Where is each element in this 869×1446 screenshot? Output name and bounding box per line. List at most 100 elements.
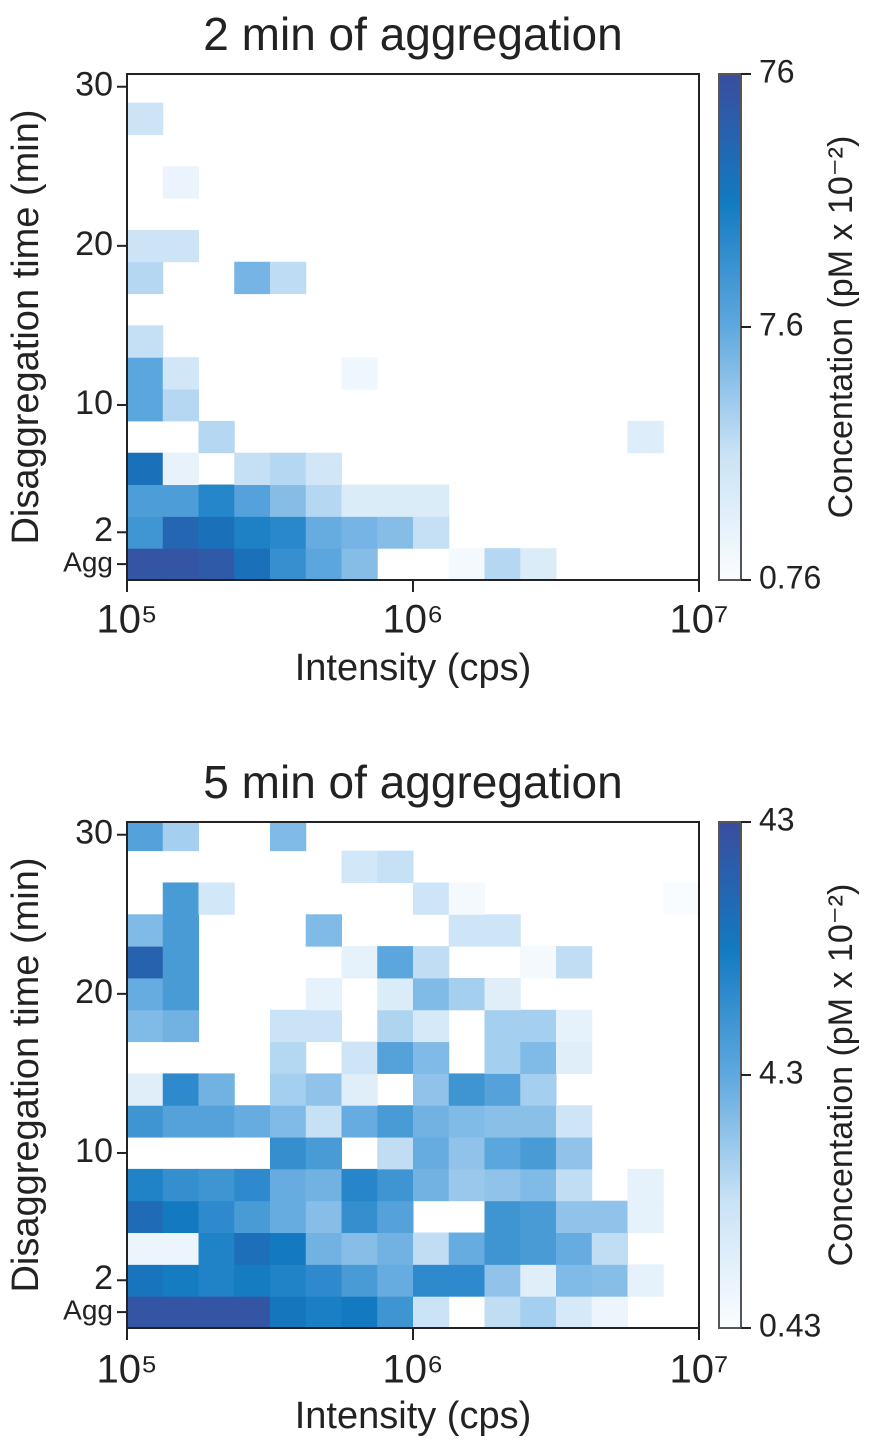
heat-cell [556,1264,593,1297]
heat-cell [127,1009,164,1043]
heat-cell [305,1296,342,1328]
heat-cell [162,822,200,852]
heat-cell [484,1009,521,1043]
heat-cell [305,1009,342,1043]
y-axis-label: Disaggregation time (min) [5,109,47,544]
heat-cell [377,1041,414,1074]
heat-cell [127,1232,164,1265]
chart-title: 5 min of aggregation [203,756,622,808]
heat-cell [413,1073,450,1106]
heat-cell [377,1296,414,1328]
heat-cell [270,1264,307,1297]
heat-cell [448,1232,485,1265]
heat-cell [484,1137,521,1170]
heat-cell [341,548,378,580]
heat-cell [520,1232,557,1265]
heat-cell [448,548,485,580]
heat-cell [484,548,521,580]
heat-cell [484,1105,521,1138]
heat-cell [448,977,485,1011]
y-tick-label: 30 [75,66,113,104]
heat-cell [520,946,557,979]
heat-cell [127,1073,164,1106]
heat-cell [377,1009,414,1043]
heat-cell [234,484,271,517]
y-tick-label: 20 [75,973,113,1011]
heat-cell [234,1232,271,1265]
heat-cell [162,166,200,199]
y-tick-label: 2 [94,1259,113,1297]
heat-cell [234,548,271,580]
heat-cell [484,1168,521,1202]
heat-cell [627,1264,664,1297]
heat-cell [341,1073,378,1106]
heat-cell [413,1264,450,1297]
heat-cell [448,882,485,915]
heat-cell [162,977,200,1011]
heat-cell [270,1073,307,1106]
heat-cell [305,1073,342,1106]
heat-cell [484,1296,521,1328]
heat-cell [484,977,521,1011]
heat-cell [341,357,378,390]
heat-cell [305,914,342,947]
heat-cell [305,1200,342,1234]
heat-cell [377,1264,414,1297]
colorbar-tick-label: 7.6 [759,306,803,342]
heat-cell [484,1232,521,1265]
heat-cell [448,1105,485,1138]
heat-cell [341,850,378,883]
heat-cell [270,822,307,852]
heat-cell [270,484,307,517]
heat-cell [413,1232,450,1265]
cells [127,822,699,1328]
heat-cell [234,1105,271,1138]
heat-cell [198,1232,235,1265]
heat-cell [413,977,450,1011]
heat-cell [484,1041,521,1074]
heat-cell [556,946,593,979]
heat-cell [198,484,235,517]
heat-cell [520,1041,557,1074]
heat-cell [270,516,307,549]
heat-cell [305,548,342,580]
heat-cell [556,1200,593,1234]
heat-cell [198,548,235,580]
heat-cell [556,1137,593,1170]
x-axis-label: Intensity (cps) [295,647,532,689]
heat-cell [127,914,164,947]
heat-cell [520,1296,557,1328]
heat-cell [198,420,235,454]
heat-cell [127,357,164,390]
heat-cell [162,452,200,486]
heat-cell [198,1200,235,1234]
heat-cell [234,452,271,486]
heat-cell [413,1137,450,1170]
heat-cell [127,1264,164,1297]
heat-cell [341,1041,378,1074]
heat-cell [270,548,307,580]
heat-cell [127,1296,164,1328]
x-tick-label: 10⁶ [383,598,444,642]
heat-cell [162,389,200,422]
heat-cell [341,946,378,979]
heat-cell [270,1296,307,1328]
heat-cell [162,1009,200,1043]
heat-cell [198,516,235,549]
heat-cell [270,452,307,486]
heat-cell [520,1009,557,1043]
heat-cell [520,1137,557,1170]
heat-cell [377,1232,414,1265]
colorbar-tick-label: 76 [759,53,795,89]
heat-cell [234,516,271,549]
heat-cell [341,1168,378,1202]
heat-cell [162,548,200,580]
heat-cell [341,1264,378,1297]
heat-cell [627,1168,664,1202]
heat-cell [162,357,200,390]
heat-cell [270,1105,307,1138]
heat-cell [484,1200,521,1234]
heat-cell [377,1105,414,1138]
heat-cell [591,1264,628,1297]
heat-cell [162,516,200,549]
